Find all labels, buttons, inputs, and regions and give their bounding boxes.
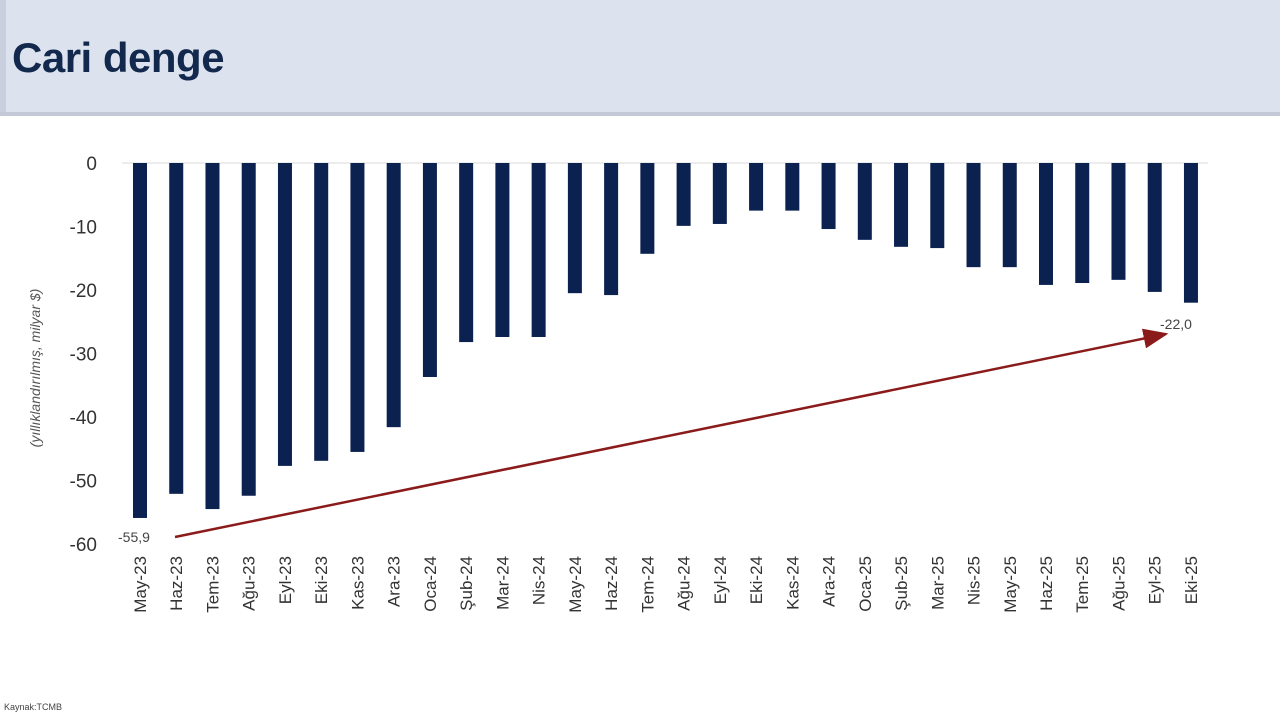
x-tick-label: Tem-24 xyxy=(638,556,657,613)
x-tick-label: Haz-23 xyxy=(167,556,186,611)
bar xyxy=(712,163,727,224)
x-tick-label: Oca-24 xyxy=(421,556,440,612)
bar xyxy=(169,163,184,494)
x-tick-label: Ağu-24 xyxy=(675,556,694,611)
page-title: Cari denge xyxy=(12,34,225,81)
bar xyxy=(531,163,546,337)
bar xyxy=(966,163,981,268)
x-tick-label: Haz-25 xyxy=(1037,556,1056,611)
bar xyxy=(567,163,582,294)
bar xyxy=(857,163,872,240)
bar xyxy=(1111,163,1126,280)
x-tick-label: Kas-23 xyxy=(348,556,367,610)
x-tick-label: Haz-24 xyxy=(602,556,621,611)
x-tick-label: Mar-25 xyxy=(928,556,947,610)
bar xyxy=(422,163,437,377)
bar xyxy=(1075,163,1090,284)
x-tick-label: Kas-24 xyxy=(783,556,802,610)
bar xyxy=(350,163,365,452)
x-tick-label: Eyl-25 xyxy=(1146,556,1165,604)
x-tick-label: Mar-24 xyxy=(493,556,512,610)
x-tick-label: Tem-23 xyxy=(203,556,222,613)
x-tick-label: Oca-25 xyxy=(856,556,875,612)
trend-arrow xyxy=(174,328,1169,539)
y-axis-title: (yıllıklandırılmış, milyar $) xyxy=(27,289,43,448)
x-tick-label: Ağu-25 xyxy=(1109,556,1128,611)
y-axis: 0 -10 -20 -30 -40 -50 -60 xyxy=(70,154,97,556)
bar xyxy=(314,163,329,461)
bar xyxy=(894,163,909,247)
bar xyxy=(785,163,800,211)
bar xyxy=(749,163,764,211)
x-axis-labels: May-23 Haz-23 Tem-23 Ağu-23 Eyl-23 Eki-23 Kas-… xyxy=(131,556,1201,613)
end-value-label: -22,0 xyxy=(1160,316,1192,332)
bars xyxy=(133,163,1198,518)
title-band: Cari denge xyxy=(0,0,1280,116)
bar xyxy=(386,163,401,428)
start-value-label: -55,9 xyxy=(118,529,150,545)
bar xyxy=(676,163,691,226)
x-tick-label: Ara-24 xyxy=(820,556,839,607)
bar xyxy=(640,163,655,254)
bar xyxy=(930,163,945,249)
x-tick-label: Eki-24 xyxy=(747,556,766,604)
y-tick-label: -50 xyxy=(70,472,97,493)
bar xyxy=(241,163,256,496)
x-tick-label: Eyl-24 xyxy=(711,556,730,604)
x-tick-label: May-24 xyxy=(566,556,585,613)
bar xyxy=(1147,163,1162,292)
x-tick-label: Şub-24 xyxy=(457,556,476,611)
y-tick-label: -60 xyxy=(70,535,97,556)
y-tick-label: 0 xyxy=(86,154,97,175)
x-tick-label: Eyl-23 xyxy=(276,556,295,604)
x-tick-label: Şub-25 xyxy=(892,556,911,611)
bar xyxy=(1039,163,1053,285)
x-tick-label: May-25 xyxy=(1001,556,1020,613)
x-tick-label: Eki-25 xyxy=(1182,556,1201,604)
source-note: Kaynak:TCMB xyxy=(4,702,63,712)
x-tick-label: Ağu-23 xyxy=(240,556,259,611)
bar xyxy=(205,163,220,510)
y-tick-label: -10 xyxy=(70,218,97,239)
bar xyxy=(1002,163,1017,268)
x-tick-label: Eki-23 xyxy=(312,556,331,604)
x-tick-label: Tem-25 xyxy=(1073,556,1092,613)
x-tick-label: Nis-25 xyxy=(965,556,984,605)
bar xyxy=(459,163,474,343)
bar xyxy=(1183,163,1198,303)
bar xyxy=(133,163,147,518)
bar xyxy=(495,163,510,337)
x-tick-label: Ara-23 xyxy=(385,556,404,607)
y-tick-label: -40 xyxy=(70,408,97,429)
x-tick-label: Nis-24 xyxy=(530,556,549,605)
x-tick-label: May-23 xyxy=(131,556,150,613)
y-tick-label: -20 xyxy=(70,281,97,302)
bar xyxy=(604,163,619,296)
bar xyxy=(277,163,292,466)
y-tick-label: -30 xyxy=(70,345,97,366)
bar xyxy=(821,163,836,230)
